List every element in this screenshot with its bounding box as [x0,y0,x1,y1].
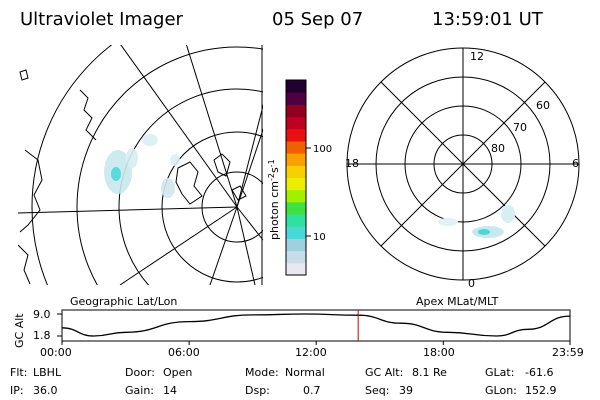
color-bar-segment [286,189,306,203]
coastline [175,161,203,205]
color-bar-segment [286,128,306,142]
lat-circle [201,171,263,243]
mlt-label-18: 18 [345,157,359,170]
lat-circle [118,88,263,285]
mode-label: Mode: [245,366,279,379]
color-bar-segment [286,80,306,93]
date-label: 05 Sep 07 [272,9,363,30]
alt-chart-ylabel: GC Alt [13,313,26,348]
mode-value: Normal [285,366,325,379]
instrument-title: Ultraviolet Imager [20,9,184,30]
seq-label: Seq: [365,384,389,397]
alt-xtick-label: 00:00 [40,346,72,359]
coastline [19,69,29,81]
lat-circle [76,46,263,285]
alt-ytick-label: 1.8 [33,329,51,342]
polar-plot [346,47,580,281]
lat-label-70: 70 [513,121,527,134]
dsp-value: 0.7 [303,384,321,397]
dsp-label: Dsp: [245,384,270,397]
color-bar-segment [286,140,306,154]
meridian-line [120,45,238,208]
coastline [18,244,31,285]
color-bar-tick-label: 10 [313,232,326,243]
mlt-label-12: 12 [470,50,484,63]
gc-alt-label: GC Alt: [365,366,403,379]
door-label: Door: [125,366,155,379]
mlt-line [380,81,546,247]
aurora-emission [104,134,180,198]
color-bar-segment [286,165,306,178]
color-bar-segment [286,262,306,276]
gain-label: Gain: [125,384,154,397]
meridian-line [236,104,263,208]
glat-value: -61.6 [525,366,553,379]
lat-circle [161,131,263,283]
lat-label-80: 80 [491,142,505,155]
alt-xtick-label: 23:59 [552,346,584,359]
color-bar-unit-label: photon cm-2s-1 [267,159,281,240]
alt-xtick-label: 12:00 [295,346,327,359]
meridian-line [236,128,263,208]
color-bar-segment [286,116,306,130]
door-value: Open [163,366,192,379]
polar-labels: 12 18 6 0 60 70 80 Apex MLat/MLT [345,50,579,308]
gc-alt-value: 8.1 Re [412,366,447,379]
color-bar-segment [286,214,306,227]
color-bar-segment [286,153,306,166]
alt-xtick-label: 06:00 [168,346,200,359]
color-bar-segment [286,226,306,239]
color-bar-segment [286,201,306,215]
meridian-line [209,206,238,285]
color-bar-segment [286,104,306,118]
alt-xtick-label: 18:00 [423,346,455,359]
ip-value: 36.0 [33,384,58,397]
time-label: 13:59:01 UT [432,9,544,30]
coastline [19,149,43,233]
color-bar-frame [285,79,307,276]
polar-caption: Apex MLat/MLT [416,295,499,308]
mlt-label-6: 6 [572,157,579,170]
color-bar-segment [286,238,306,252]
color-bar-tick-label: 100 [313,144,332,155]
color-bar-segment [286,177,306,191]
color-bar-segment [286,250,306,264]
alt-ytick-label: 9.0 [33,308,51,321]
glat-label: GLat: [485,366,514,379]
altitude-chart: GC Alt 9.0 1.8 00:00 06:00 12:00 18:00 2… [13,308,584,359]
glon-label: GLon: [485,384,517,397]
color-bar: 100 10 photon cm-2s-1 [267,79,332,276]
glon-value: 152.9 [525,384,557,397]
coastline [231,185,247,201]
gain-value: 14 [163,384,177,397]
meridian-line [185,45,238,208]
info-panel: Flt: LBHL IP: 36.0 Door: Open Gain: 14 M… [10,366,557,397]
ip-label: IP: [10,384,24,397]
coastline [79,89,97,141]
seq-value: 39 [399,384,413,397]
meridian-line [236,206,263,241]
filter-value: LBHL [33,366,62,379]
mlt-label-0: 0 [468,277,475,290]
meridian-line [236,206,256,285]
geo-map-caption: Geographic Lat/Lon [70,295,177,308]
lat-circle [31,45,113,285]
color-bar-segment [286,92,306,105]
alt-curve [61,313,571,337]
meridian-line [119,206,238,285]
polar-aurora [438,205,515,238]
coastline [213,153,231,177]
meridian-line [18,206,238,214]
lat-label-60: 60 [536,99,550,112]
geographic-map: Geographic Lat/Lon [18,45,263,308]
filter-label: Flt: [10,366,27,379]
